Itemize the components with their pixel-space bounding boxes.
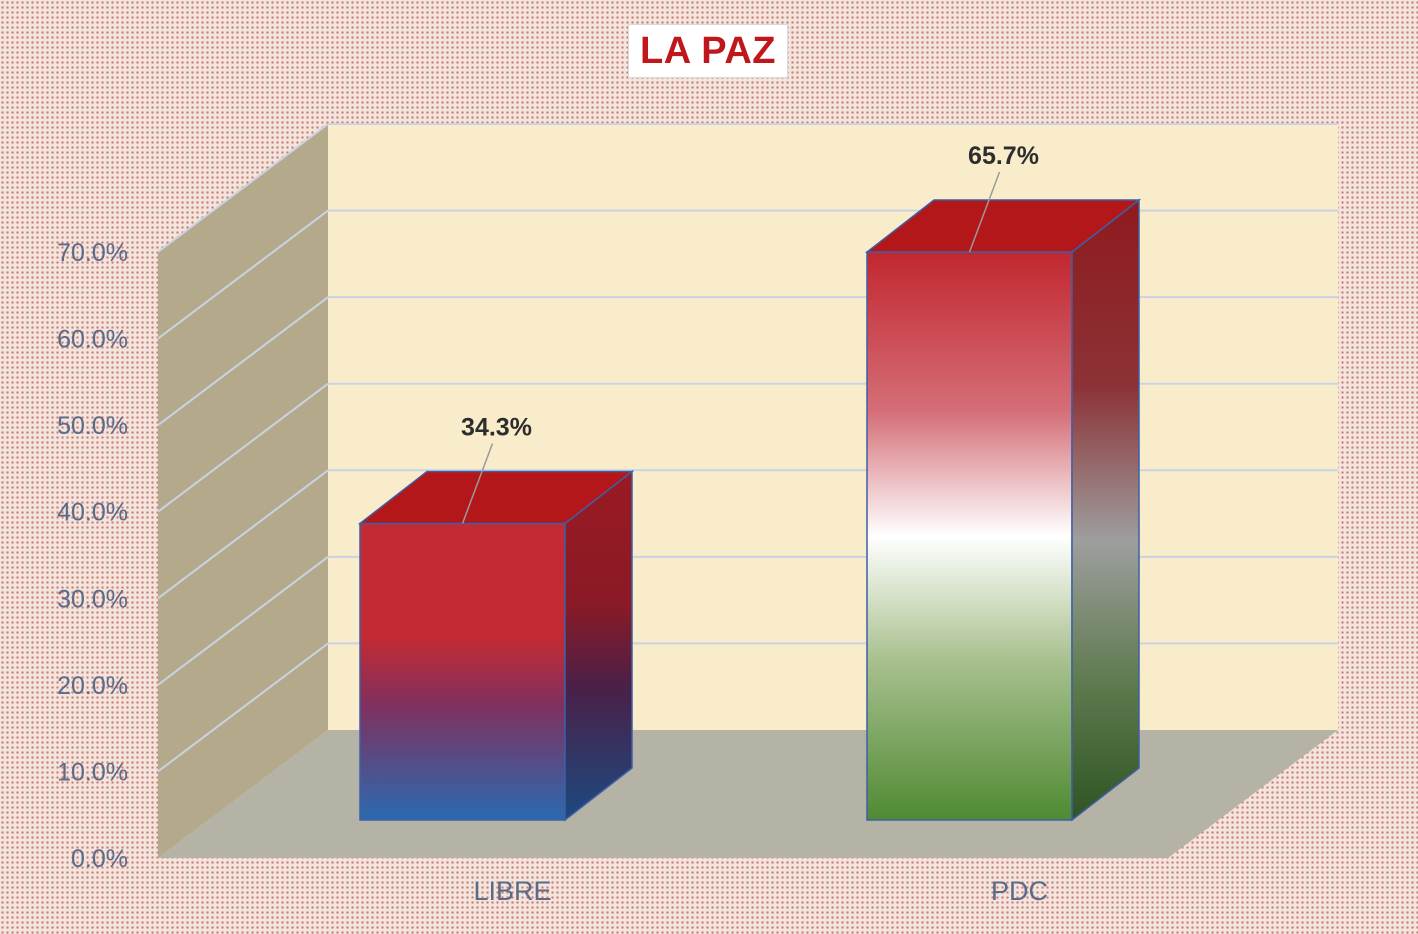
y-tick-label: 60.0% — [57, 326, 128, 354]
x-tick-label: PDC — [991, 876, 1048, 906]
y-tick-label: 10.0% — [57, 758, 128, 786]
floor — [158, 730, 1338, 858]
y-tick-label: 50.0% — [57, 412, 128, 440]
y-tick-label: 0.0% — [71, 845, 128, 873]
gridline-side-10 — [157, 642, 329, 773]
data-label-leader — [968, 171, 1001, 253]
gridline-side-60 — [157, 209, 329, 340]
bar-libre-top — [357, 470, 635, 525]
side-wall — [158, 124, 328, 858]
data-label-leader — [461, 443, 494, 524]
y-tick-label: 20.0% — [57, 672, 128, 700]
bar-pdc-front — [866, 251, 1073, 821]
bar-pdc-top — [864, 199, 1142, 253]
y-tick-label: 40.0% — [57, 499, 128, 527]
gridline-side-20 — [157, 556, 329, 686]
gridline-side-30 — [157, 469, 329, 600]
data-label: 34.3% — [461, 413, 532, 441]
y-tick-label: 70.0% — [57, 239, 128, 267]
y-tick-label: 30.0% — [57, 585, 128, 613]
bar-libre-side — [564, 469, 633, 822]
bar-pdc-side — [1071, 198, 1140, 822]
bar-libre-front — [359, 522, 566, 821]
gridline-side-70 — [157, 123, 329, 253]
x-tick-label: LIBRE — [473, 876, 551, 906]
data-label: 65.7% — [968, 142, 1039, 170]
gridline-side-40 — [157, 382, 329, 513]
chart-title: LA PAZ — [628, 24, 788, 78]
gridline-side-50 — [157, 296, 329, 426]
